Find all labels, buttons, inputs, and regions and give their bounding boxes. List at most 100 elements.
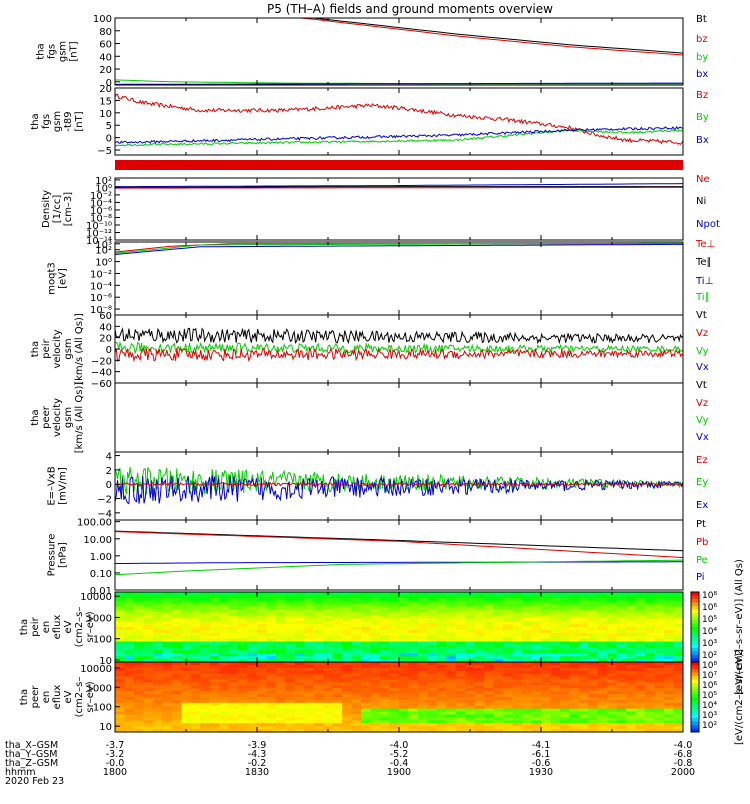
spectrogram-cell <box>436 705 447 710</box>
spectrogram-cell <box>531 600 542 605</box>
spectrogram-cell <box>162 592 173 596</box>
legend-entry: Pt <box>696 519 706 530</box>
spectrogram-cell <box>635 659 646 662</box>
spectrogram-cell <box>162 627 173 631</box>
spectrogram-cell <box>673 627 683 631</box>
spectrogram-cell <box>607 694 618 698</box>
spectrogram-cell <box>323 594 334 599</box>
spectrogram-cell <box>380 676 391 681</box>
spectrogram-cell <box>550 609 561 614</box>
spectrogram-cell <box>133 635 144 640</box>
spectrogram-cell <box>294 702 305 707</box>
spectrogram-cell <box>171 609 182 614</box>
spectrogram-cell <box>190 656 201 660</box>
orbit-row-value: -4.0 <box>390 740 409 751</box>
spectrogram-cell <box>190 697 201 701</box>
spectrogram-cell <box>503 699 514 704</box>
spectrogram-cell <box>228 624 239 628</box>
spectrogram-cell <box>635 720 646 724</box>
spectrogram-cell <box>436 670 447 675</box>
spectrogram-cell <box>171 697 182 701</box>
spectrogram-cell <box>313 609 324 614</box>
spectrogram-cell <box>616 691 627 695</box>
spectrogram-cell <box>408 708 419 713</box>
spectrogram-cell <box>247 659 258 662</box>
spectrogram-cell <box>313 653 324 657</box>
colorbar-segment <box>691 690 699 694</box>
spectrogram-cell <box>266 720 277 724</box>
spectrogram-cell <box>209 699 220 704</box>
spectrogram-cell <box>446 676 457 681</box>
spectrogram-cell <box>190 711 201 716</box>
y-axis-label: peir <box>30 616 41 636</box>
spectrogram-cell <box>181 641 192 646</box>
spectrogram-cell <box>342 694 353 698</box>
spectrogram-cell <box>294 729 305 732</box>
spectrogram-cell <box>597 647 608 651</box>
spectrogram-cell <box>588 632 599 637</box>
spectrogram-cell <box>512 699 523 704</box>
spectrogram-cell <box>550 638 561 643</box>
spectrogram-cell <box>209 603 220 608</box>
spectrogram-cell <box>645 606 656 611</box>
spectrogram-cell <box>446 685 457 689</box>
spectrogram-cell <box>124 676 135 681</box>
spectrogram-cell <box>654 691 665 695</box>
y-tick-label: 10000 <box>80 592 112 603</box>
spectrogram-cell <box>257 697 268 701</box>
spectrogram-cell <box>266 629 277 634</box>
spectrogram-cell <box>455 729 466 732</box>
spectrogram-cell <box>143 711 154 716</box>
spectrogram-cell <box>626 592 637 596</box>
spectrogram-cell <box>427 670 438 675</box>
spectrogram-cell <box>370 621 381 625</box>
spectrogram-cell <box>361 673 372 678</box>
spectrogram-cell <box>389 615 400 619</box>
spectrogram-cell <box>162 659 173 662</box>
spectrogram-cell <box>342 632 353 637</box>
spectrogram-cell <box>275 650 286 654</box>
spectrogram-cell <box>427 705 438 710</box>
spectrogram-cell <box>503 656 514 660</box>
spectrogram-cell <box>247 676 258 681</box>
spectrogram-cell <box>219 603 230 608</box>
spectrogram-cell <box>635 714 646 719</box>
spectrogram-cell <box>361 711 372 716</box>
spectrogram-cell <box>616 627 627 631</box>
spectrogram-cell <box>313 635 324 640</box>
spectrogram-cell <box>427 717 438 721</box>
spectrogram-cell <box>607 717 618 721</box>
spectrogram-cell <box>474 609 485 614</box>
spectrogram-cell <box>266 659 277 662</box>
spectrogram-cell <box>124 656 135 660</box>
spectrogram-cell <box>380 691 391 695</box>
spectrogram-cell <box>285 676 296 681</box>
spectrogram-cell <box>493 624 504 628</box>
spectrogram-cell <box>541 662 552 666</box>
spectrogram-cell <box>171 647 182 651</box>
spectrogram-cell <box>522 682 533 686</box>
spectrogram-cell <box>607 685 618 689</box>
spectrogram-cell <box>436 726 447 730</box>
spectrogram-cell <box>531 708 542 713</box>
spectrogram-cell <box>635 592 646 596</box>
spectrogram-cell <box>351 662 362 666</box>
spectrogram-cell <box>559 592 570 596</box>
spectrogram-cell <box>569 673 580 678</box>
spectrogram-cell <box>417 699 428 704</box>
spectrogram-cell <box>503 711 514 716</box>
spectrogram-cell <box>626 705 637 710</box>
spectrogram-cell <box>512 717 523 721</box>
spectrogram-cell <box>474 714 485 719</box>
spectrogram-cell <box>559 726 570 730</box>
legend-entry: Pe <box>696 555 708 566</box>
spectrogram-cell <box>162 694 173 698</box>
spectrogram-cell <box>597 653 608 657</box>
spectrogram-cell <box>512 720 523 724</box>
spectrogram-cell <box>209 606 220 611</box>
spectrogram-cell <box>673 685 683 689</box>
spectrogram-cell <box>626 682 637 686</box>
spectrogram-cell <box>370 726 381 730</box>
spectrogram-cell <box>616 603 627 608</box>
